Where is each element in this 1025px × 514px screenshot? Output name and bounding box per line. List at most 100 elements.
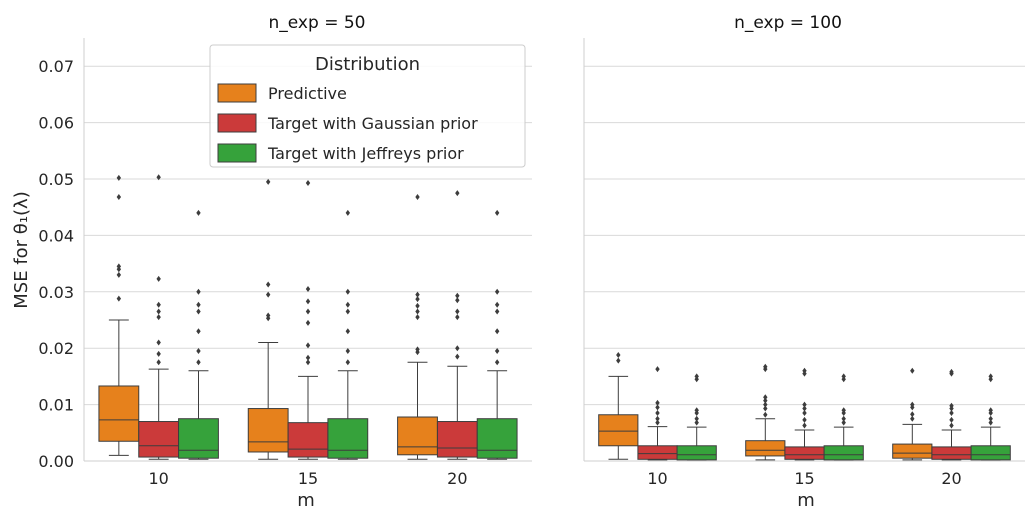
box-target-with-gaussian-prior-m10 — [637, 366, 678, 461]
outlier-point — [494, 348, 500, 355]
outlier-point — [455, 308, 460, 315]
outlier-point — [345, 348, 351, 355]
box-target-with-jeffreys-prior-m20 — [970, 373, 1011, 461]
right-x-axis-label: m — [797, 490, 815, 511]
box-body — [637, 445, 678, 460]
outlier-point — [156, 275, 161, 282]
outlier-point — [763, 363, 768, 370]
panel-2: 10 15 20 — [583, 38, 1025, 488]
outlier-point — [265, 281, 271, 288]
box-target-with-gaussian-prior-m10 — [138, 174, 180, 460]
outlier-point — [415, 346, 420, 353]
y-tick-label: 0.00 — [38, 452, 74, 471]
outlier-point — [305, 319, 311, 326]
outlier-point — [265, 312, 271, 319]
outlier-point — [196, 328, 201, 335]
outlier-point — [305, 298, 311, 305]
x-tick-label: 10 — [647, 469, 667, 488]
legend-entry-label: Target with Gaussian prior — [267, 114, 478, 133]
outlier-point — [455, 314, 460, 321]
outlier-point — [494, 359, 500, 366]
outlier-point — [494, 301, 500, 308]
outlier-point — [655, 404, 660, 411]
outlier-point — [265, 291, 271, 298]
outlier-point — [910, 411, 915, 418]
box-body — [436, 421, 478, 458]
outlier-point — [156, 314, 161, 321]
outlier-point — [655, 410, 660, 417]
outlier-point — [802, 410, 807, 417]
outlier-point — [305, 285, 311, 292]
outlier-point — [415, 296, 420, 303]
outlier-point — [305, 354, 311, 361]
outlier-point — [949, 422, 954, 429]
outlier-point — [116, 295, 122, 302]
outlier-point — [156, 339, 161, 346]
outlier-point — [116, 174, 122, 181]
outlier-point — [802, 401, 807, 408]
outlier-point — [116, 194, 122, 201]
left-panel-title: n_exp = 50 — [269, 13, 366, 33]
y-tick-label: 0.05 — [38, 170, 74, 189]
outlier-point — [616, 351, 621, 358]
outlier-point — [345, 308, 351, 315]
outlier-point — [494, 308, 500, 315]
outlier-point — [694, 373, 699, 380]
outlier-point — [802, 416, 807, 423]
outlier-point — [196, 308, 201, 315]
legend-frame — [209, 44, 526, 168]
y-axis-label: MSE for θ₁(λ) — [11, 191, 32, 308]
box-body — [892, 443, 933, 459]
outlier-point — [116, 263, 122, 270]
right-panel-title: n_exp = 100 — [734, 13, 842, 33]
outlier-point — [345, 359, 351, 366]
outlier-point — [196, 301, 201, 308]
box-predictive-m10 — [598, 351, 639, 460]
box-body — [931, 446, 972, 460]
outlier-point — [988, 373, 993, 380]
outlier-point — [415, 302, 420, 309]
outlier-point — [494, 328, 500, 335]
outlier-point — [763, 401, 768, 408]
outlier-point — [455, 353, 460, 360]
y-tick-label: 0.03 — [38, 283, 74, 302]
box-body — [138, 421, 180, 458]
box-body — [476, 418, 518, 459]
box-target-with-gaussian-prior-m15 — [287, 179, 329, 460]
outlier-point — [988, 415, 993, 422]
y-tick-label: 0.04 — [38, 226, 74, 245]
outlier-point — [345, 288, 351, 295]
box-predictive-m20 — [397, 194, 438, 460]
outlier-point — [763, 405, 768, 412]
box-body — [327, 418, 369, 459]
legend-swatch — [217, 113, 257, 133]
box-target-with-jeffreys-prior-m10 — [178, 209, 219, 460]
outlier-point — [494, 209, 500, 216]
box-body — [98, 385, 140, 442]
outlier-point — [763, 394, 768, 401]
y-tick-label: 0.07 — [38, 57, 74, 76]
outlier-point — [616, 357, 621, 364]
box-body — [178, 418, 219, 459]
outlier-point — [305, 342, 311, 349]
legend-entry-label: Predictive — [268, 84, 347, 103]
outlier-point — [763, 397, 768, 404]
legend-entry-label: Target with Jeffreys prior — [267, 144, 464, 163]
outlier-point — [345, 209, 351, 216]
box-predictive-m15 — [247, 178, 289, 460]
outlier-point — [415, 291, 420, 298]
outlier-point — [116, 271, 122, 278]
outlier-point — [949, 368, 954, 375]
outlier-point — [694, 407, 699, 414]
outlier-point — [694, 419, 699, 426]
outlier-point — [156, 359, 161, 366]
outlier-point — [949, 416, 954, 423]
box-body — [287, 422, 329, 458]
y-tick-label: 0.06 — [38, 114, 74, 133]
outlier-point — [802, 405, 807, 412]
outlier-point — [841, 419, 846, 426]
outlier-point — [949, 410, 954, 417]
outlier-point — [655, 415, 660, 422]
outlier-point — [196, 348, 201, 355]
